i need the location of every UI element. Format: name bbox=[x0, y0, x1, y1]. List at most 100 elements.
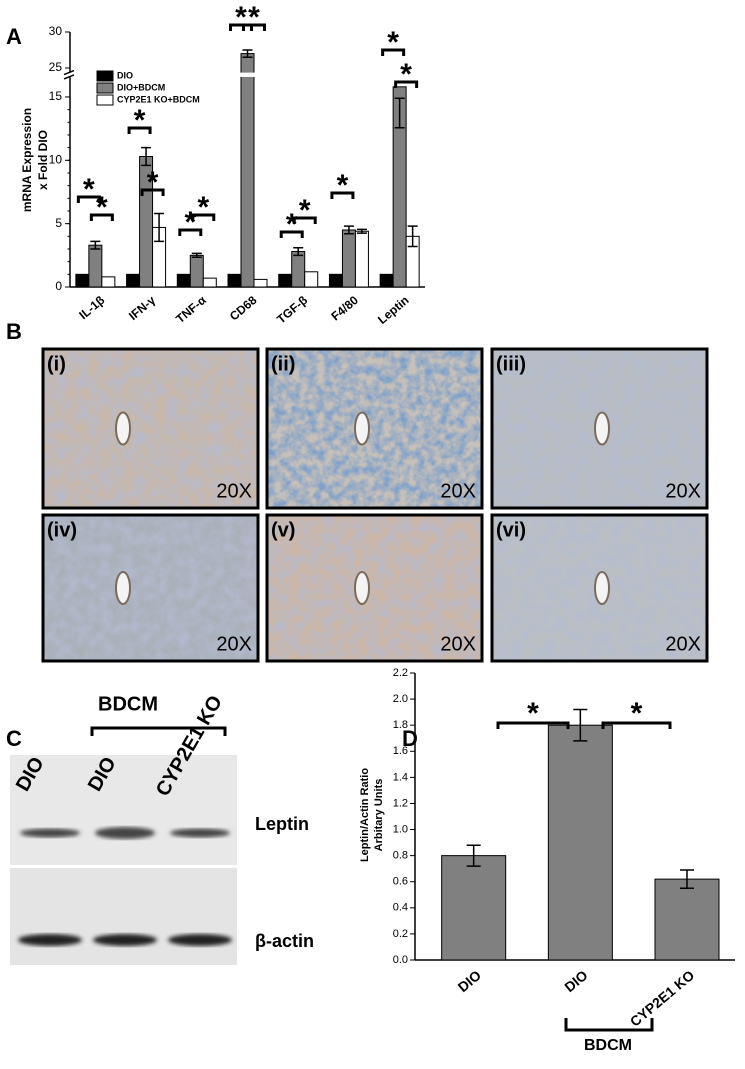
error-bar bbox=[466, 844, 481, 867]
legend-label: CYP2E1 KO+BDCM bbox=[117, 94, 200, 104]
bar bbox=[227, 273, 242, 288]
bar bbox=[101, 276, 116, 288]
bar bbox=[441, 855, 507, 961]
blot-strip bbox=[10, 868, 237, 965]
significance-bracket bbox=[76, 195, 101, 203]
micrograph-label: (iii) bbox=[496, 353, 526, 375]
significance-bracket bbox=[229, 23, 253, 31]
significance-bracket bbox=[127, 126, 152, 134]
y-tick-label: 1.8 bbox=[393, 719, 408, 731]
y-axis-label: x Fold DIO bbox=[36, 130, 50, 190]
vessel bbox=[115, 571, 131, 605]
micrograph-label: (iv) bbox=[47, 519, 77, 541]
micrograph-frame bbox=[265, 347, 484, 510]
bar bbox=[304, 271, 319, 288]
significance-bracket bbox=[381, 48, 406, 56]
significance-bracket bbox=[140, 188, 165, 196]
blot-band bbox=[170, 828, 230, 838]
bar bbox=[341, 229, 356, 288]
y-tick-label: 0.8 bbox=[393, 850, 408, 862]
y-tick-label: 0 bbox=[55, 279, 62, 293]
error-bar bbox=[154, 212, 165, 243]
y-tick-label: 0.4 bbox=[393, 902, 408, 914]
x-tick-label: TNF-α bbox=[173, 293, 209, 326]
bar bbox=[189, 254, 204, 288]
micrograph-frame bbox=[265, 513, 484, 663]
y-tick-label: 2.0 bbox=[393, 693, 408, 705]
legend-label: DIO+BDCM bbox=[117, 82, 165, 92]
significance-bracket bbox=[178, 228, 203, 236]
panel-label: D bbox=[402, 726, 418, 751]
significance-mark: * bbox=[184, 206, 196, 239]
y-axis-label: Arbitary Units bbox=[373, 779, 385, 852]
bar bbox=[328, 273, 343, 288]
y-axis-label: Leptin/Actin Ratio bbox=[359, 768, 371, 862]
blot-strip bbox=[10, 755, 237, 865]
micrograph-frame bbox=[490, 513, 709, 663]
y-tick-label: 0.0 bbox=[393, 954, 408, 966]
y-tick-label: 30 bbox=[49, 24, 63, 38]
bar bbox=[354, 230, 369, 288]
y-axis-label: mRNA Expression bbox=[20, 108, 34, 212]
blot-band bbox=[18, 934, 82, 946]
significance-mark: * bbox=[134, 104, 146, 137]
y-tick-label: 5 bbox=[55, 216, 62, 230]
y-tick-label: 0.6 bbox=[393, 876, 408, 888]
micrograph-frame bbox=[490, 347, 709, 510]
error-bar bbox=[394, 97, 405, 129]
bar bbox=[126, 273, 141, 288]
y-tick-label: 25 bbox=[49, 60, 63, 74]
y-tick-label: 1.4 bbox=[393, 771, 408, 783]
panel-label: B bbox=[6, 319, 22, 344]
micrograph-texture bbox=[43, 515, 258, 661]
axis-break-mark bbox=[63, 69, 75, 80]
bar bbox=[291, 251, 306, 288]
micrograph-texture bbox=[267, 349, 482, 508]
bar bbox=[278, 273, 293, 288]
micrograph-label: (vi) bbox=[496, 519, 526, 541]
micrograph-label: (v) bbox=[271, 519, 295, 541]
vessel bbox=[354, 571, 370, 605]
significance-mark: * bbox=[197, 191, 209, 224]
error-bar bbox=[191, 252, 202, 258]
x-tick-label: IL-1β bbox=[76, 293, 107, 322]
group-label: BDCM bbox=[98, 693, 158, 715]
significance-mark: * bbox=[286, 208, 298, 241]
y-tick-label: 1.0 bbox=[393, 823, 408, 835]
panel-label: C bbox=[6, 726, 22, 751]
vessel bbox=[594, 571, 610, 605]
y-tick-label: 2.2 bbox=[393, 667, 408, 679]
error-bar bbox=[141, 146, 152, 167]
row-label: β-actin bbox=[255, 931, 314, 951]
x-tick-label: IFN-γ bbox=[126, 293, 158, 323]
error-bar bbox=[356, 228, 367, 234]
significance-bracket bbox=[89, 213, 114, 221]
legend-label: DIO bbox=[117, 70, 133, 80]
significance-mark: * bbox=[387, 26, 399, 59]
row-label: Leptin bbox=[255, 814, 309, 834]
significance-bracket bbox=[242, 23, 266, 31]
error-bar bbox=[573, 708, 588, 742]
y-tick-label: 1.2 bbox=[393, 797, 408, 809]
bar bbox=[75, 273, 90, 288]
magnification: 20X bbox=[440, 480, 476, 502]
bar bbox=[253, 278, 268, 288]
bar bbox=[547, 724, 613, 961]
significance-bracket bbox=[330, 191, 355, 199]
error-bar bbox=[293, 246, 304, 257]
bar bbox=[240, 53, 255, 288]
significance-mark: * bbox=[83, 173, 95, 206]
significance-mark: * bbox=[235, 1, 247, 34]
significance-mark: * bbox=[631, 697, 643, 730]
error-bar bbox=[680, 869, 694, 889]
x-tick-label: CD68 bbox=[227, 293, 260, 324]
bar bbox=[176, 273, 191, 288]
error-bar bbox=[242, 49, 253, 58]
significance-bracket bbox=[292, 216, 317, 224]
y-tick-label: 0.2 bbox=[393, 928, 408, 940]
bar bbox=[379, 273, 394, 288]
significance-bracket bbox=[496, 721, 570, 729]
significance-mark: * bbox=[147, 166, 159, 199]
blot-band bbox=[20, 828, 80, 838]
